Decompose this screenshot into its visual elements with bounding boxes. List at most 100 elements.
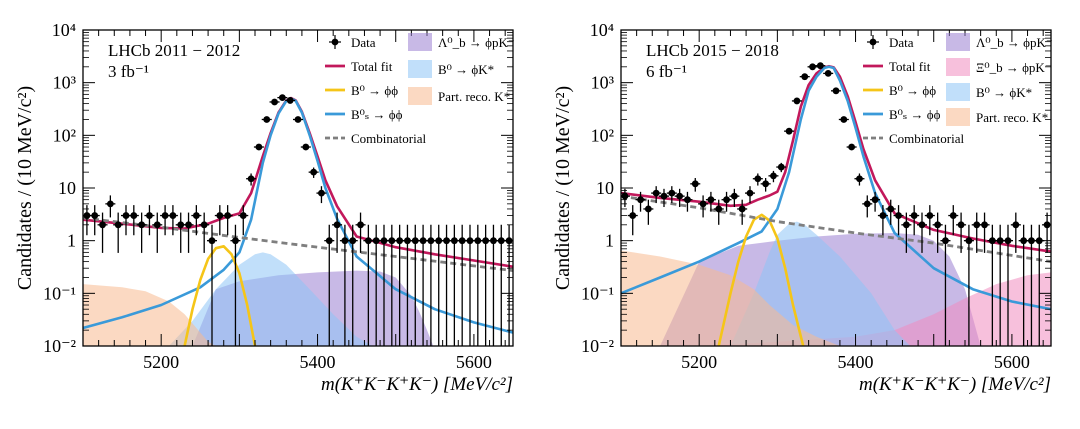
data-point — [285, 97, 296, 104]
data-point — [885, 199, 896, 225]
series-combinatorial — [621, 194, 1051, 263]
legend-label: Combinatorial — [889, 131, 964, 146]
data-point — [167, 205, 178, 236]
y-tick-label: 1 — [605, 231, 614, 251]
fill--b-pk- — [699, 272, 1051, 346]
data-point — [846, 143, 857, 151]
data-point — [277, 94, 288, 102]
data-point — [355, 212, 366, 253]
data-point — [784, 127, 795, 135]
x-axis: 5200 5400 5600 — [82, 30, 506, 372]
legend-label: B⁰ → ϕK* — [438, 62, 494, 77]
data-point — [729, 188, 740, 208]
data-point — [175, 212, 186, 253]
data-point — [713, 199, 724, 225]
data-point — [332, 212, 343, 253]
data-point — [666, 186, 677, 204]
data-point — [760, 178, 771, 192]
data-point — [136, 212, 147, 253]
y-tick-label: 10⁻² — [43, 336, 76, 356]
data-point — [737, 199, 748, 225]
legend-entry: B⁰ₛ → ϕϕ — [325, 107, 403, 122]
legend: Data Total fit B⁰ → ϕϕ B⁰ₛ → ϕϕ Combinatoria… — [863, 33, 1053, 146]
data-point — [651, 186, 662, 204]
legend-entry: Data — [867, 35, 914, 50]
data-point — [339, 224, 350, 346]
data-point — [261, 116, 272, 123]
legend-entry: Total fit — [863, 59, 931, 74]
data-point — [745, 186, 755, 204]
x-tick-label: 5200 — [681, 352, 717, 372]
data-point — [402, 224, 413, 346]
y-axis-label: Candidates / (10 MeV/c²) — [552, 86, 574, 290]
series-b- — [621, 65, 1051, 311]
panel-1: 10⁻² 10⁻¹ 1 10 10² 10³ 10⁴ 5200 5400 5600m(K⁺K⁻K⁺… — [14, 20, 515, 395]
series-b- — [183, 245, 257, 346]
data-point — [682, 191, 693, 212]
panel-2: 10⁻² 10⁻¹ 1 10 10² 10³ 10⁴ 5200 5400 5600m(K⁺K⁻K⁺… — [552, 20, 1053, 395]
data-point — [316, 186, 327, 204]
legend-label: B⁰ → ϕϕ — [351, 83, 398, 98]
data-point — [1010, 212, 1021, 253]
data-point — [721, 191, 732, 212]
data-point — [183, 212, 194, 253]
legend-label: Total fit — [351, 59, 393, 74]
data-point — [979, 212, 990, 253]
data-point — [901, 212, 912, 253]
data-point — [909, 205, 920, 236]
data-point — [222, 205, 233, 236]
data-point — [643, 199, 654, 225]
y-tick-label: 10² — [591, 125, 614, 145]
data-point — [924, 205, 935, 236]
series-b- — [717, 213, 805, 346]
data-point — [253, 143, 264, 151]
y-tick-label: 10³ — [591, 73, 615, 93]
data-point — [870, 191, 881, 212]
data-point — [105, 195, 116, 218]
legend-label: B⁰ → ϕK* — [976, 85, 1032, 100]
data-point — [269, 98, 280, 106]
data-point — [97, 212, 108, 253]
data-point — [379, 224, 389, 346]
legend-label: Data — [889, 35, 914, 50]
legend-entry: Λ⁰_b → ϕpK⁻ — [946, 33, 1053, 51]
y-tick-label: 1 — [67, 231, 76, 251]
data-point — [308, 167, 319, 178]
data-point — [152, 212, 163, 253]
data-point — [410, 224, 421, 346]
legend-label: Part. reco. K* — [976, 110, 1048, 125]
data-point — [698, 195, 709, 218]
y-tick-label: 10⁴ — [52, 20, 76, 40]
data-point — [457, 224, 468, 346]
y-tick-label: 10⁻¹ — [43, 283, 76, 303]
legend-label: Λ⁰_b → ϕpK⁻ — [976, 35, 1053, 50]
fill-part-reco-k- — [83, 284, 216, 346]
data-point — [862, 195, 873, 218]
data-point — [238, 205, 249, 236]
data-point — [635, 191, 646, 212]
data-point — [963, 224, 974, 346]
y-axis-label: Candidates / (10 MeV/c²) — [14, 86, 36, 290]
data-point — [838, 116, 849, 123]
legend-label: Combinatorial — [351, 131, 426, 146]
data-point — [948, 205, 959, 236]
data-point — [144, 205, 155, 236]
data-point — [815, 62, 826, 70]
data-point — [89, 205, 100, 236]
legend-entry: Total fit — [325, 59, 393, 74]
x-axis: 5200 5400 5600 — [620, 30, 1044, 372]
data-point — [877, 205, 888, 236]
legend-entry: Data — [329, 35, 376, 50]
legend-entry: B⁰ → ϕϕ — [325, 83, 398, 98]
data-point — [752, 173, 763, 186]
data-point — [347, 224, 358, 346]
data-point — [932, 212, 943, 253]
data-point — [246, 173, 257, 186]
data-point — [230, 224, 241, 346]
x-tick-label: 5600 — [456, 352, 492, 372]
x-tick-label: 5600 — [994, 352, 1030, 372]
y-tick-label: 10² — [53, 125, 76, 145]
data-point — [128, 205, 139, 236]
data-point — [674, 188, 685, 208]
